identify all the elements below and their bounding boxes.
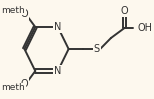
Text: S: S (93, 44, 100, 54)
Text: meth: meth (1, 83, 25, 92)
Text: O: O (21, 79, 28, 89)
Text: O: O (21, 9, 28, 19)
Text: meth: meth (1, 6, 25, 14)
Text: N: N (54, 66, 61, 76)
Text: O: O (121, 6, 128, 16)
Text: N: N (54, 22, 61, 32)
Text: OH: OH (138, 23, 153, 33)
